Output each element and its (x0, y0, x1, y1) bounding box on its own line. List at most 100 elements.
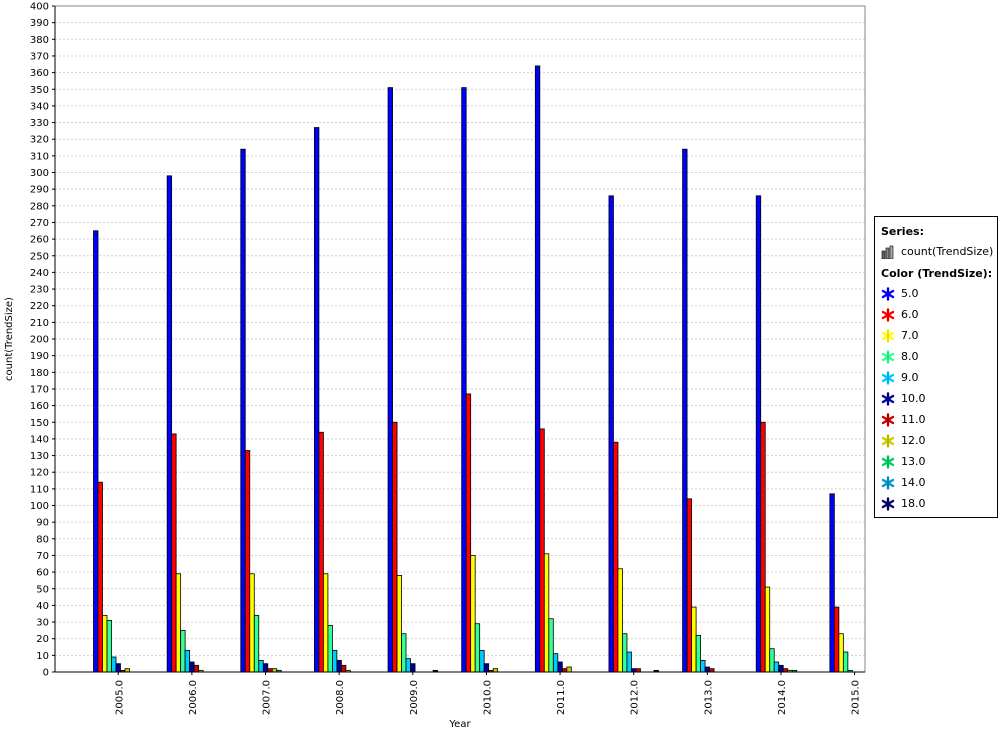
asterisk-icon (881, 454, 895, 469)
legend: Series: count(TrendSize) Color (TrendSiz… (874, 216, 998, 518)
y-tick-label: 360 (30, 68, 49, 79)
asterisk-icon (881, 370, 895, 385)
y-tick-label: 210 (30, 318, 49, 329)
bar-2012.0-9.0 (626, 651, 632, 673)
bars (93, 65, 853, 673)
asterisk-icon (881, 412, 895, 427)
legend-color-header: Color (TrendSize): (881, 267, 993, 280)
asterisk-icon (881, 307, 895, 322)
bar-2014.0-8.0 (769, 648, 775, 673)
bar-2010.0-8.0 (474, 623, 481, 673)
y-tick-label: 150 (30, 418, 49, 429)
x-tick-label: 2006.0 (188, 680, 199, 715)
asterisk-icon (881, 349, 895, 364)
legend-item-label: 5.0 (901, 287, 919, 300)
y-tick-label: 300 (30, 168, 49, 179)
y-tick-label: 350 (30, 85, 49, 96)
legend-item: 11.0 (881, 409, 997, 430)
bar-2014.0-9.0 (773, 661, 780, 673)
bar-2006.0-5.0 (166, 175, 173, 673)
y-tick-label: 140 (30, 434, 49, 445)
legend-item-label: 18.0 (901, 497, 926, 510)
y-tick-label: 190 (30, 351, 49, 362)
bar-2009.0-5.0 (387, 87, 393, 673)
bar-2013.0-8.0 (695, 634, 701, 673)
bar-2014.0-6.0 (760, 421, 766, 673)
bar-2010.0-5.0 (461, 87, 467, 673)
x-tick-label: 2015.0 (851, 680, 862, 715)
bar-2008.0-6.0 (318, 431, 324, 673)
asterisk-icon (881, 286, 895, 301)
bar-2015.0-5.0 (829, 493, 835, 673)
legend-item-label: 13.0 (901, 455, 926, 468)
legend-item: 10.0 (881, 388, 997, 409)
bar-2006.0-11.0 (193, 664, 200, 673)
legend-item: 13.0 (881, 451, 997, 472)
y-tick-label: 220 (30, 301, 49, 312)
bar-2005.0-8.0 (106, 619, 112, 673)
bar-2011.0-5.0 (534, 65, 541, 673)
bar-2008.0-10.0 (336, 659, 342, 673)
bar-chart-icon (881, 245, 895, 260)
x-tick-label: 2009.0 (409, 680, 420, 715)
bar-2005.0-9.0 (111, 656, 117, 673)
y-tick-label: 240 (30, 268, 49, 279)
bar-2009.0-7.0 (396, 575, 402, 673)
bar-2010.0-7.0 (470, 555, 476, 673)
asterisk-icon (881, 433, 895, 448)
bar-2014.0-7.0 (764, 586, 771, 673)
y-tick-label: 310 (30, 151, 49, 162)
asterisk-icon (881, 475, 895, 490)
bar-2009.0-8.0 (401, 633, 407, 673)
bar-2007.0-8.0 (253, 614, 260, 673)
bar-2012.0-5.0 (608, 195, 614, 673)
y-tick-label: 170 (30, 384, 49, 395)
bar-2010.0-10.0 (483, 663, 490, 673)
x-tick-label: 2005.0 (114, 680, 125, 715)
y-tick-label: 160 (30, 401, 49, 412)
y-tick-label: 80 (36, 534, 49, 545)
x-axis-ticks: 2005.0 2006.0 2007.0 2008.0 2009.0 2010.0 2011… (114, 672, 862, 715)
bar-2011.0-12.0 (566, 666, 572, 673)
bar-2007.0-7.0 (249, 573, 255, 673)
y-tick-label: 40 (36, 601, 49, 612)
legend-item: 9.0 (881, 367, 997, 388)
bar-2008.0-9.0 (332, 649, 338, 673)
bar-2014.0-5.0 (755, 195, 762, 673)
y-tick-label: 280 (30, 201, 49, 212)
bar-2005.0-5.0 (93, 230, 99, 673)
legend-item-label: 8.0 (901, 350, 919, 363)
y-tick-label: 180 (30, 368, 49, 379)
bar-2006.0-6.0 (171, 433, 177, 673)
legend-item: 6.0 (881, 304, 997, 325)
legend-item-label: 11.0 (901, 413, 926, 426)
legend-item: 12.0 (881, 430, 997, 451)
bar-2011.0-9.0 (552, 653, 559, 673)
x-tick-label: 2008.0 (335, 680, 346, 715)
bar-2015.0-6.0 (833, 606, 840, 673)
bar-2011.0-8.0 (548, 618, 554, 673)
x-tick-label: 2011.0 (556, 680, 567, 715)
legend-item-label: 9.0 (901, 371, 919, 384)
y-tick-label: 340 (30, 101, 49, 112)
y-tick-label: 400 (30, 2, 49, 13)
legend-item-label: 12.0 (901, 434, 926, 447)
bar-2012.0-7.0 (617, 568, 623, 673)
bar-2015.0-8.0 (842, 651, 849, 673)
legend-item-label: 6.0 (901, 308, 919, 321)
y-tick-label: 0 (43, 668, 49, 679)
y-tick-label: 130 (30, 451, 49, 462)
y-tick-label: 30 (36, 618, 49, 629)
y-tick-label: 20 (36, 634, 49, 645)
y-tick-label: 320 (30, 135, 49, 146)
bar-2007.0-10.0 (262, 663, 269, 673)
y-tick-label: 200 (30, 335, 49, 346)
bar-2006.0-10.0 (189, 661, 195, 673)
legend-item: 7.0 (881, 325, 997, 346)
x-axis-title: Year (448, 719, 471, 730)
bar-2005.0-10.0 (115, 663, 121, 673)
bar-2012.0-8.0 (622, 633, 628, 673)
y-tick-label: 50 (36, 584, 49, 595)
x-tick-label: 2007.0 (262, 680, 273, 715)
